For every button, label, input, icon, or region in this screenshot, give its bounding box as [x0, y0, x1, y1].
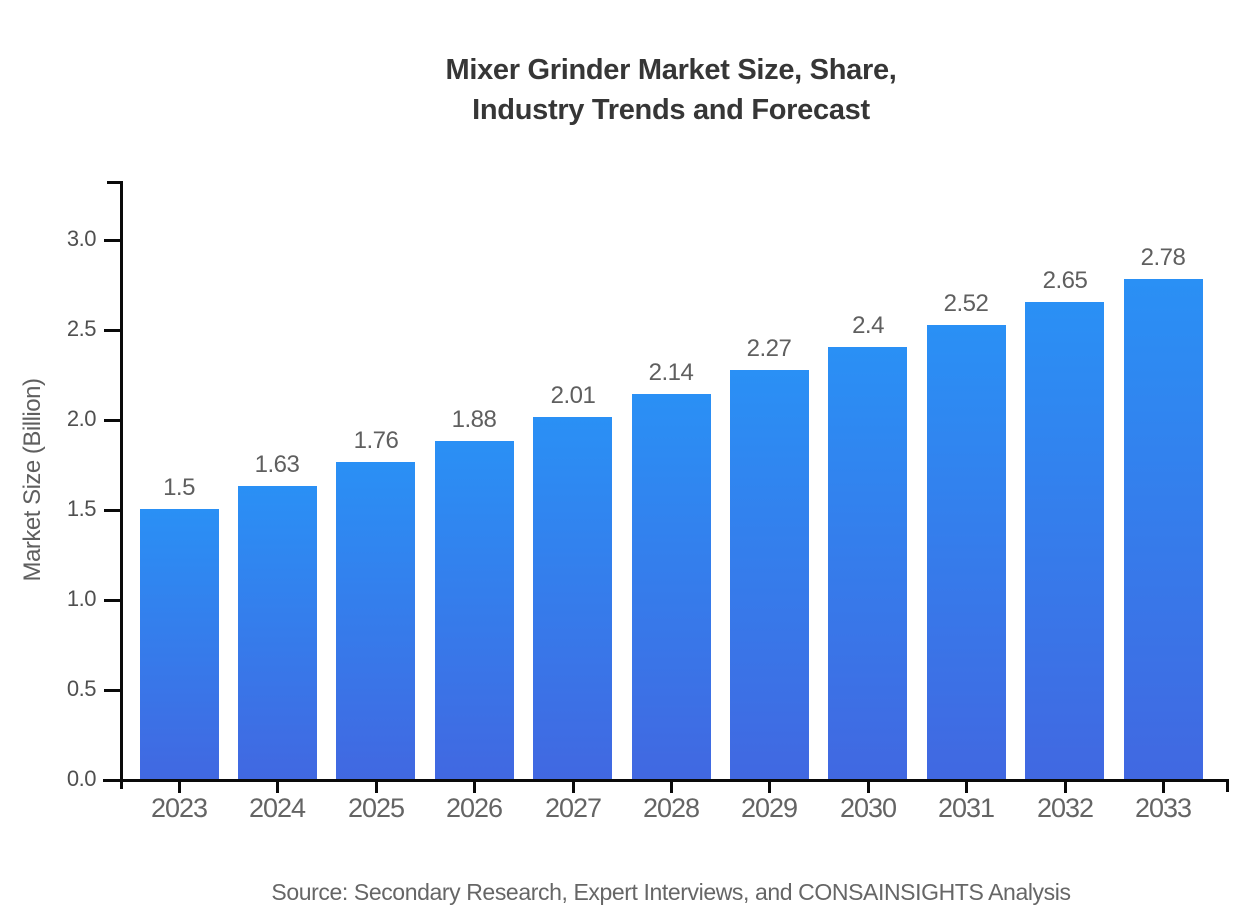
x-tick-label-2031: 2031 [937, 793, 995, 823]
bar-2033 [1124, 279, 1203, 779]
y-tick-label: 1.0 [66, 586, 97, 611]
bar-value-label: 1.5 [163, 474, 195, 501]
x-tick [276, 780, 279, 793]
y-tick [104, 689, 121, 692]
x-tick-label-2033: 2033 [1134, 793, 1192, 823]
x-tick [1064, 780, 1067, 793]
bar-value-label: 2.78 [1140, 244, 1186, 271]
bar-value-label: 1.63 [254, 451, 300, 478]
bar-2031 [927, 325, 1006, 779]
chart-title-line1: Mixer Grinder Market Size, Share, [445, 54, 897, 86]
chart-title-line2: Industry Trends and Forecast [472, 94, 870, 126]
x-tick [375, 780, 378, 793]
y-tick [104, 599, 121, 602]
bar-2027 [533, 417, 612, 779]
bar-value-label: 1.76 [353, 427, 399, 454]
y-axis-spine [120, 181, 123, 789]
x-tick [670, 780, 673, 793]
bar-2029 [730, 370, 809, 779]
x-tick [965, 780, 968, 793]
y-tick [104, 329, 121, 332]
y-axis-top-cap [107, 181, 123, 184]
y-tick-label: 0.0 [66, 766, 97, 791]
bar-2023 [140, 509, 219, 779]
x-tick-label-2023: 2023 [150, 793, 208, 823]
bar-2024 [238, 486, 317, 779]
bar-2026 [435, 441, 514, 779]
x-tick-label-2026: 2026 [445, 793, 503, 823]
bar-value-label: 2.52 [943, 290, 989, 317]
x-tick-label-2028: 2028 [642, 793, 700, 823]
bar-value-label: 2.14 [648, 359, 694, 386]
x-tick [1162, 780, 1165, 793]
y-tick-label: 2.0 [66, 406, 97, 431]
bar-2032 [1025, 302, 1104, 779]
y-tick [104, 509, 121, 512]
y-tick [104, 419, 121, 422]
bar-value-label: 2.01 [550, 382, 596, 409]
y-tick-label: 2.5 [66, 316, 97, 341]
x-axis-spine [103, 779, 1229, 782]
y-tick-label: 1.5 [66, 496, 97, 521]
bar-value-label: 2.4 [852, 312, 884, 339]
x-tick [178, 780, 181, 793]
x-tick-label-2032: 2032 [1036, 793, 1094, 823]
bar-value-label: 2.65 [1042, 267, 1088, 294]
bar-2030 [828, 347, 907, 779]
y-tick-label: 0.5 [66, 676, 97, 701]
x-tick-label-2027: 2027 [544, 793, 602, 823]
y-tick-label: 3.0 [66, 226, 97, 251]
bar-2025 [336, 462, 415, 779]
x-tick [572, 780, 575, 793]
x-tick [473, 780, 476, 793]
source-note: Source: Secondary Research, Expert Inter… [271, 879, 1071, 905]
x-axis-right-cap [1226, 779, 1229, 792]
x-tick [867, 780, 870, 793]
x-tick-label-2029: 2029 [740, 793, 798, 823]
chart-title: Mixer Grinder Market Size, Share, Indust… [121, 50, 1221, 130]
x-tick-label-2025: 2025 [347, 793, 405, 823]
bar-value-label: 1.88 [451, 406, 497, 433]
x-tick-label-2024: 2024 [248, 793, 306, 823]
y-tick [104, 239, 121, 242]
bar-value-label: 2.27 [746, 335, 792, 362]
y-tick [104, 779, 121, 782]
bar-2028 [632, 394, 711, 779]
x-tick [768, 780, 771, 793]
x-tick-label-2030: 2030 [839, 793, 897, 823]
